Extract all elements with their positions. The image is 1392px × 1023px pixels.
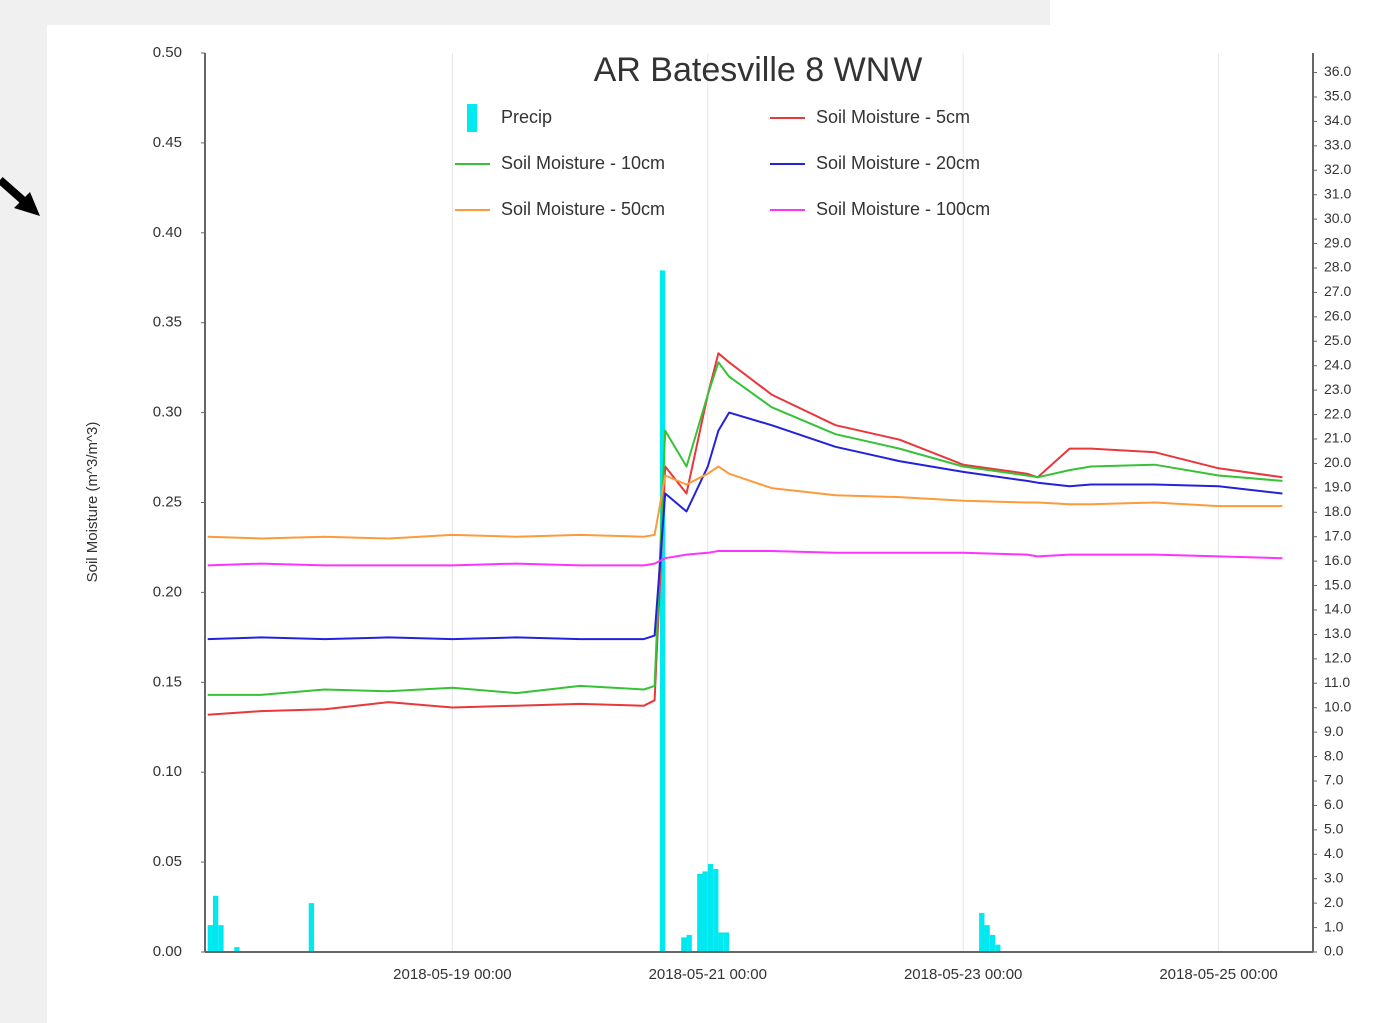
y2-tick-label: 35.0 xyxy=(1324,88,1351,104)
x-tick-label: 2018-05-21 00:00 xyxy=(649,966,767,983)
y-tick-label: 0.40 xyxy=(153,224,182,241)
y2-tick-label: 25.0 xyxy=(1324,332,1351,348)
y-tick-label: 0.20 xyxy=(153,583,182,600)
y-tick-label: 0.00 xyxy=(153,943,182,960)
legend-swatch xyxy=(467,104,477,132)
precip-bar xyxy=(218,925,224,952)
pointer-arrow xyxy=(0,177,40,216)
y2-tick-label: 19.0 xyxy=(1324,479,1351,495)
marks xyxy=(207,270,1283,952)
y2-tick-label: 27.0 xyxy=(1324,283,1351,299)
y2-tick-label: 6.0 xyxy=(1324,796,1344,812)
precip-bar xyxy=(702,871,708,952)
precip-bar xyxy=(234,947,240,952)
y-tick-label: 0.05 xyxy=(153,853,182,870)
y2-tick-label: 17.0 xyxy=(1324,527,1351,543)
y2-tick-label: 11.0 xyxy=(1324,674,1350,690)
legend-label: Precip xyxy=(501,107,552,127)
precip-bar xyxy=(686,934,692,952)
y2-tick-label: 2.0 xyxy=(1324,894,1344,910)
precip-bar xyxy=(207,925,213,952)
legend-label: Soil Moisture - 10cm xyxy=(501,153,665,173)
legend-label: Soil Moisture - 20cm xyxy=(816,153,980,173)
y2-tick-label: 7.0 xyxy=(1324,772,1344,788)
y2-tick-label: 9.0 xyxy=(1324,723,1344,739)
chart-title: AR Batesville 8 WNW xyxy=(594,51,923,89)
precip-bar xyxy=(718,932,724,952)
series-line xyxy=(207,352,1283,716)
y-tick-label: 0.10 xyxy=(153,763,182,780)
axes: 2018-05-19 00:00 2018-05-21 00:00 2018-05-… xyxy=(153,44,1352,983)
y2-tick-label: 14.0 xyxy=(1324,601,1351,617)
y2-tick-label: 26.0 xyxy=(1324,308,1351,324)
y2-tick-label: 30.0 xyxy=(1324,210,1351,226)
y2-tick-label: 23.0 xyxy=(1324,381,1351,397)
precip-bar xyxy=(659,270,666,952)
y-tick-label: 0.45 xyxy=(153,134,182,151)
y2-tick-label: 22.0 xyxy=(1324,405,1351,421)
precip-bar xyxy=(979,912,985,952)
y2-tick-label: 29.0 xyxy=(1324,234,1351,250)
y2-tick-label: 18.0 xyxy=(1324,503,1351,519)
series-line xyxy=(207,411,1283,641)
y2-tick-label: 33.0 xyxy=(1324,137,1351,153)
y2-tick-label: 12.0 xyxy=(1324,650,1351,666)
top-strip xyxy=(1050,0,1392,25)
grid xyxy=(451,53,1220,952)
x-tick-label: 2018-05-19 00:00 xyxy=(393,966,511,983)
x-tick-label: 2018-05-23 00:00 xyxy=(904,966,1022,983)
precip-bar xyxy=(713,868,719,952)
y2-tick-label: 28.0 xyxy=(1324,259,1351,275)
y2-tick-label: 32.0 xyxy=(1324,161,1351,177)
y2-tick-label: 0.0 xyxy=(1324,943,1344,959)
series-line xyxy=(207,465,1283,540)
y-tick-label: 0.35 xyxy=(153,314,182,331)
legend-label: Soil Moisture - 5cm xyxy=(816,107,970,127)
y2-tick-label: 16.0 xyxy=(1324,552,1351,568)
y-tick-label: 0.25 xyxy=(153,493,182,510)
precip-bar xyxy=(212,895,219,952)
precip-bar xyxy=(723,932,730,952)
y2-tick-label: 10.0 xyxy=(1324,698,1351,714)
y2-tick-label: 8.0 xyxy=(1324,747,1344,763)
y2-tick-label: 15.0 xyxy=(1324,576,1351,592)
series-line xyxy=(207,361,1283,696)
precip-bar xyxy=(995,944,1001,952)
legend-label: Soil Moisture - 100cm xyxy=(816,199,990,219)
legend-label: Soil Moisture - 50cm xyxy=(501,199,665,219)
precip-bar xyxy=(984,925,990,952)
y2-tick-label: 31.0 xyxy=(1324,185,1351,201)
y2-tick-label: 36.0 xyxy=(1324,63,1351,79)
y-axis-label: Soil Moisture (m^3/m^3) xyxy=(84,422,101,583)
precip-bar xyxy=(681,937,687,952)
y2-tick-label: 3.0 xyxy=(1324,869,1344,885)
x-tick-label: 2018-05-25 00:00 xyxy=(1159,966,1277,983)
series-line xyxy=(207,550,1283,567)
y-tick-label: 0.15 xyxy=(153,673,182,690)
y2-tick-label: 20.0 xyxy=(1324,454,1351,470)
y2-tick-label: 34.0 xyxy=(1324,112,1351,128)
legend: Precip Soil Moisture - 5cm Soil Moisture -… xyxy=(455,104,990,219)
y2-tick-label: 4.0 xyxy=(1324,845,1344,861)
y2-tick-label: 21.0 xyxy=(1324,430,1351,446)
y-tick-label: 0.30 xyxy=(153,404,182,421)
y2-tick-label: 24.0 xyxy=(1324,356,1351,372)
y2-tick-label: 1.0 xyxy=(1324,918,1344,934)
y2-tick-label: 13.0 xyxy=(1324,625,1351,641)
precip-bar xyxy=(697,873,703,952)
precip-bar xyxy=(308,903,315,952)
precip-bar xyxy=(707,864,714,952)
y2-tick-label: 5.0 xyxy=(1324,821,1344,837)
y-tick-label: 0.50 xyxy=(153,44,182,61)
precip-bar xyxy=(989,934,996,952)
chart-panel xyxy=(47,25,1392,1023)
